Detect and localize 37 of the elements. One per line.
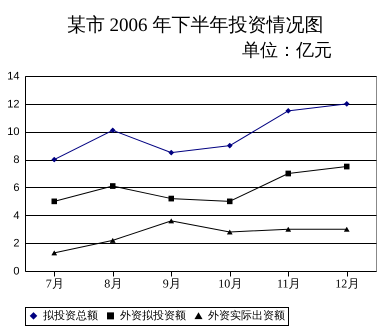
point bbox=[110, 238, 116, 243]
point bbox=[227, 198, 232, 204]
y-tick-label: 2 bbox=[13, 238, 20, 250]
legend-label: 拟投资总额 bbox=[43, 308, 98, 322]
point bbox=[344, 164, 350, 170]
chart-title: 某市 2006 年下半年投资情况图 bbox=[66, 14, 324, 38]
point bbox=[286, 170, 291, 176]
point bbox=[52, 250, 57, 256]
x-tick-label: 9月 bbox=[162, 276, 181, 290]
point bbox=[344, 101, 350, 107]
x-tick-label: 7月 bbox=[46, 276, 64, 290]
x-tick-label: 12月 bbox=[335, 276, 360, 290]
point bbox=[168, 150, 174, 156]
y-tick-label: 6 bbox=[13, 182, 20, 194]
x-tick-label: 8月 bbox=[104, 276, 122, 290]
y-tick-label: 0 bbox=[13, 266, 20, 278]
point bbox=[110, 128, 116, 134]
x-tick-label: 10月 bbox=[218, 276, 242, 290]
y-tick-label: 8 bbox=[13, 154, 20, 166]
y-tick-label: 12 bbox=[7, 98, 20, 110]
point bbox=[344, 226, 350, 232]
point bbox=[110, 183, 116, 189]
point bbox=[286, 108, 291, 114]
point bbox=[52, 156, 57, 162]
x-tick-label: 11月 bbox=[276, 276, 301, 290]
legend-label: 外资实际出资额 bbox=[208, 309, 285, 322]
y-tick-label: 4 bbox=[13, 210, 20, 222]
y-tick-label: 10 bbox=[7, 126, 20, 138]
point bbox=[52, 198, 57, 204]
point bbox=[168, 218, 174, 224]
point bbox=[227, 142, 232, 148]
point bbox=[227, 230, 232, 234]
legend-label: 外资拟投资额 bbox=[120, 308, 186, 322]
point bbox=[286, 226, 291, 232]
point bbox=[168, 196, 174, 202]
y-tick-label: 14 bbox=[7, 70, 20, 82]
chart-subtitle: 单位：亿元 bbox=[241, 39, 333, 62]
